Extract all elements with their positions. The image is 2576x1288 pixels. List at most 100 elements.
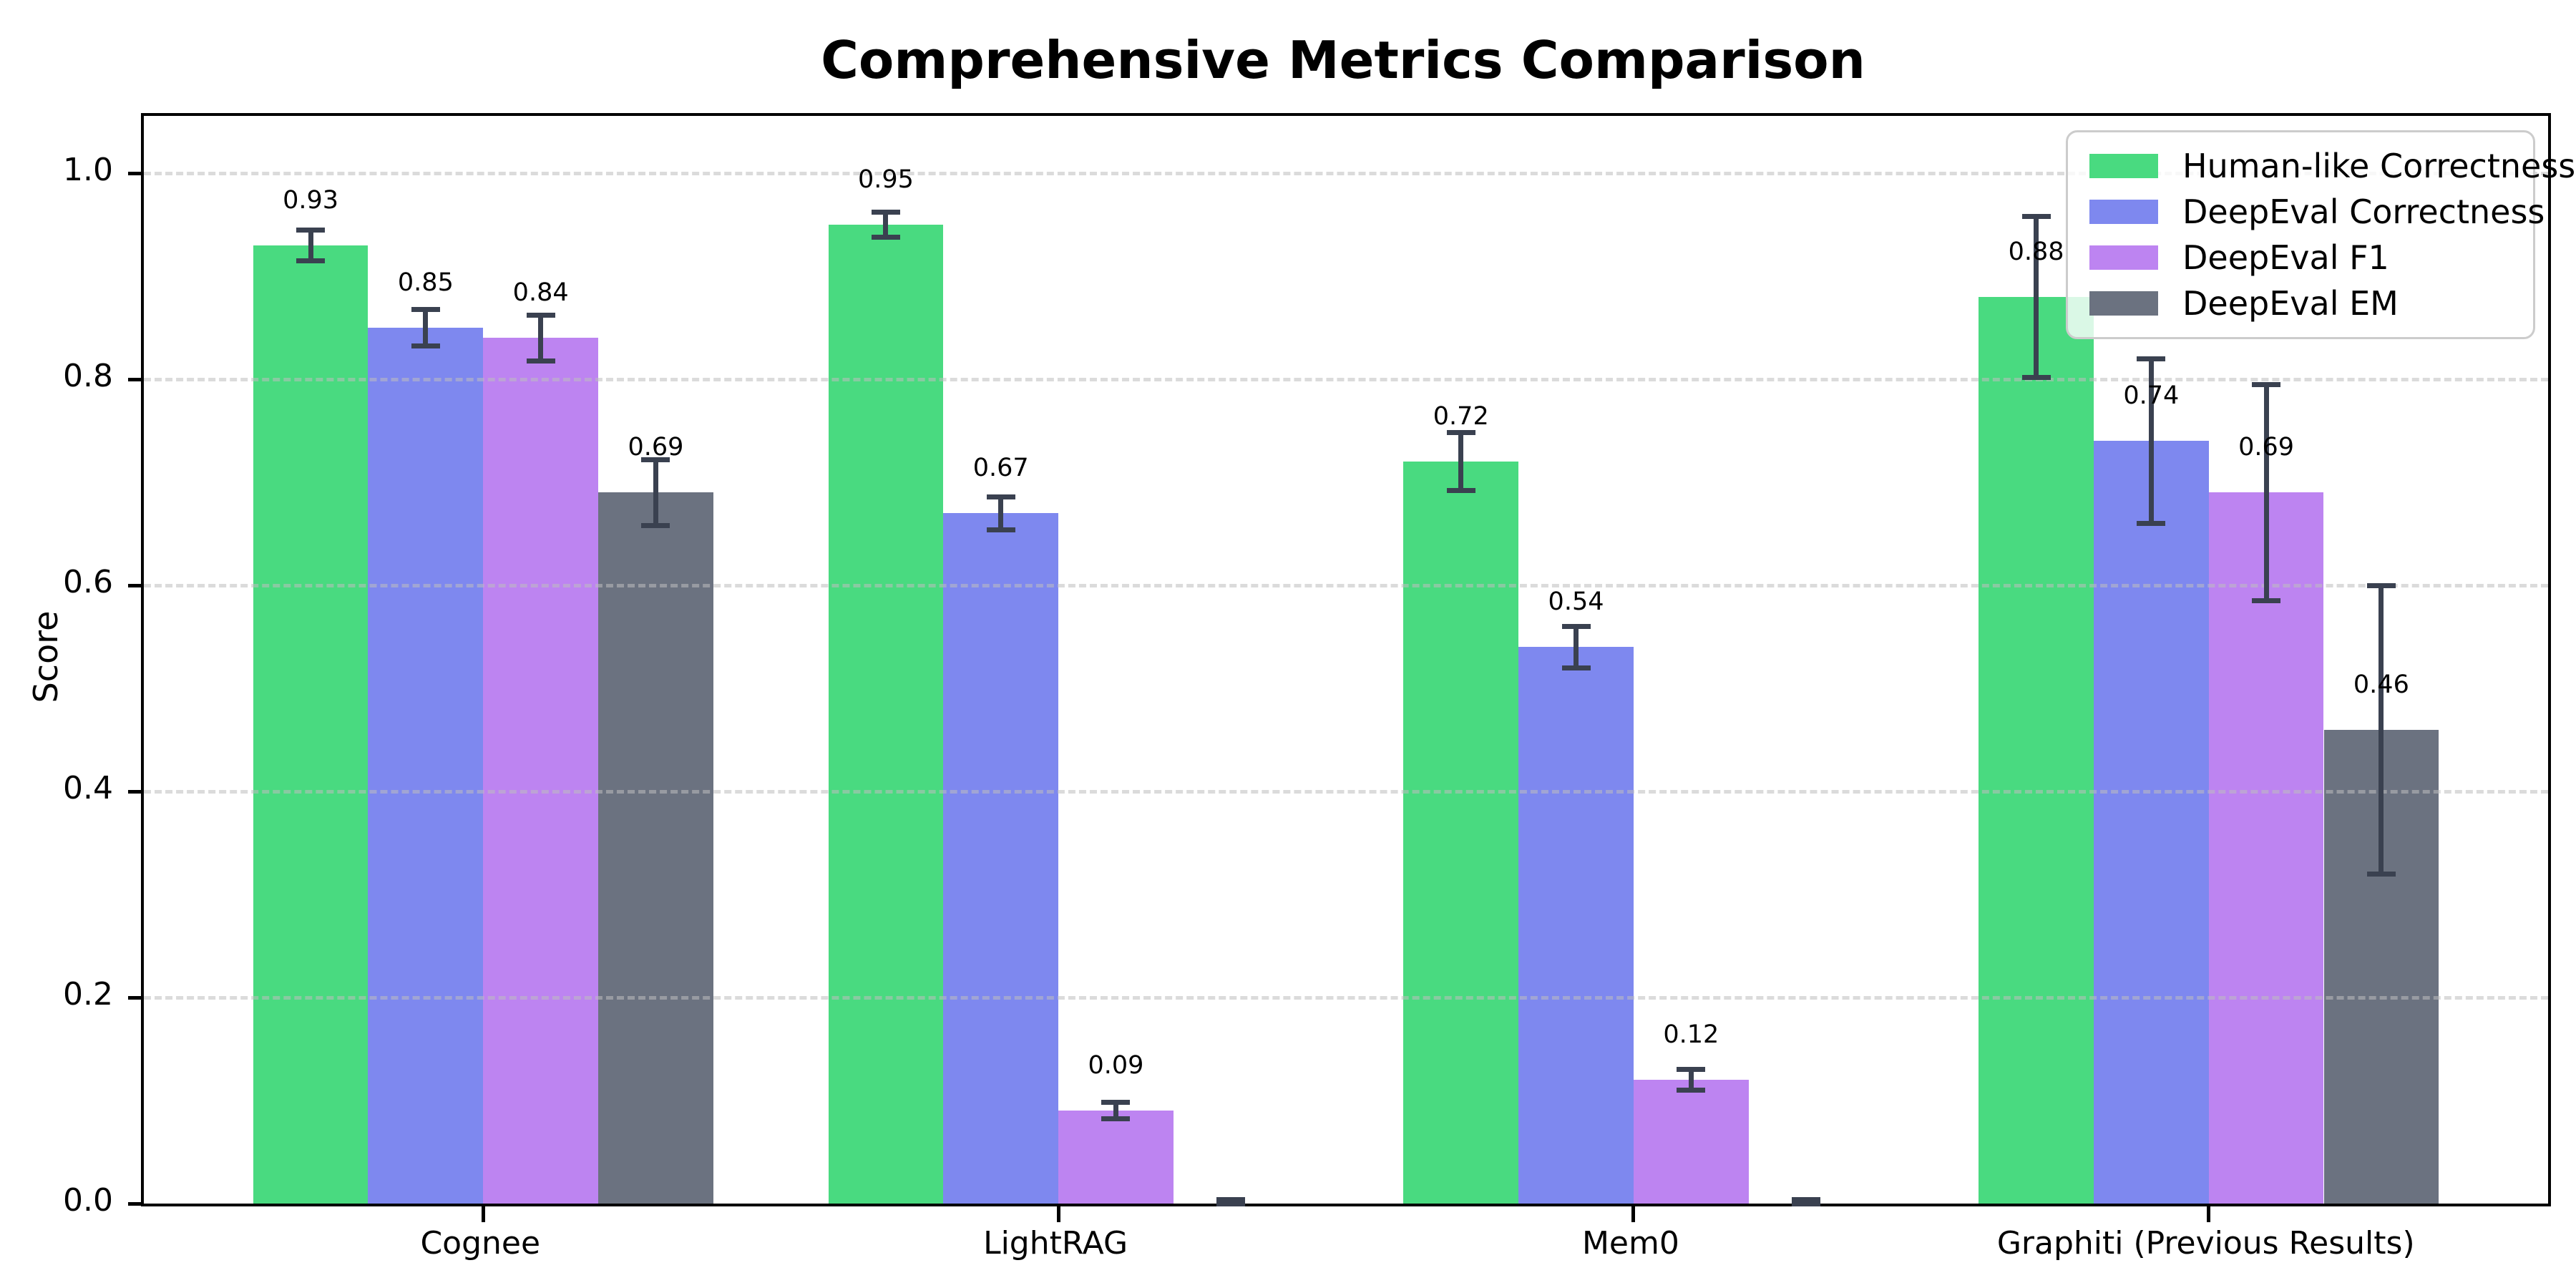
error-bar-cap: [2252, 381, 2281, 387]
legend-label: DeepEval EM: [2182, 284, 2399, 323]
error-bar: [653, 459, 658, 526]
error-bar-cap: [2021, 214, 2051, 220]
x-tick-label-4: Graphiti (Previous Results): [1996, 1225, 2415, 1262]
bar-lightrag-series2: [943, 513, 1059, 1204]
legend-item: DeepEval EM: [2089, 284, 2512, 323]
bar-mem0-series2: [1518, 647, 1634, 1204]
y-axis-label: Score: [26, 610, 65, 703]
error-bar: [2379, 585, 2384, 874]
y-tick-mark: [128, 790, 141, 794]
error-bar-cap: [1101, 1116, 1131, 1122]
bar-cognee-series4: [598, 492, 713, 1204]
legend-swatch-icon: [2089, 291, 2158, 316]
legend-label: DeepEval Correctness: [2182, 192, 2545, 231]
legend-item: DeepEval F1: [2089, 238, 2512, 277]
bar-cognee-series3: [483, 338, 598, 1204]
bar-graphiti-series3: [2208, 492, 2324, 1204]
bar-value-label: 0.09: [1088, 1051, 1144, 1080]
error-bar-cap: [1446, 430, 1475, 436]
error-bar-cap: [411, 343, 440, 349]
legend-item: Human-like Correctness: [2089, 147, 2575, 185]
error-bar-cap: [871, 210, 900, 215]
error-bar: [2034, 216, 2039, 378]
error-bar-cap: [2021, 374, 2051, 380]
x-tick-mark: [481, 1206, 485, 1222]
y-tick-mark: [128, 1202, 141, 1206]
error-bar-cap: [2137, 356, 2166, 361]
bar-value-label: 0.88: [2008, 237, 2064, 266]
y-tick-label: 0.0: [63, 1182, 113, 1219]
y-tick-mark: [128, 378, 141, 382]
error-bar: [308, 230, 313, 261]
error-bar-cap: [986, 527, 1015, 532]
bar-lightrag-series3: [1058, 1111, 1174, 1204]
error-bar-cap: [1101, 1100, 1131, 1106]
y-tick-label: 0.6: [63, 564, 113, 601]
error-bar-cap: [526, 358, 555, 364]
bar-value-label: 0.69: [628, 433, 684, 462]
bar-graphiti-series2: [2093, 441, 2209, 1204]
error-bar-cap: [1561, 665, 1591, 670]
y-tick-label: 0.8: [63, 358, 113, 395]
legend: Human-like Correctness DeepEval Correctne…: [2066, 130, 2575, 339]
bar-value-label: 0.67: [972, 454, 1029, 483]
bar-value-label: 0.12: [1663, 1020, 1719, 1050]
y-tick-mark: [128, 996, 141, 1000]
error-bar-cap: [526, 313, 555, 318]
bar-value-label: 0.93: [283, 185, 339, 215]
error-bar: [883, 212, 889, 238]
legend-swatch-icon: [2089, 245, 2158, 270]
bar-cognee-series1: [253, 245, 369, 1204]
error-bar-cap: [871, 234, 900, 240]
x-tick-mark: [1631, 1206, 1636, 1222]
error-bar-cap: [1216, 1201, 1246, 1206]
y-tick-label: 0.4: [63, 770, 113, 807]
error-bar-cap: [641, 523, 670, 529]
x-tick-label-2: LightRAG: [983, 1225, 1128, 1262]
error-bar-cap: [2137, 521, 2166, 527]
error-bar: [2263, 384, 2269, 601]
bar-value-label: 0.84: [512, 278, 569, 308]
y-tick-mark: [128, 172, 141, 176]
error-bar-cap: [1677, 1067, 1706, 1073]
bar-mem0-series3: [1633, 1080, 1749, 1204]
error-bar: [538, 315, 544, 361]
legend-label: Human-like Correctness: [2182, 147, 2576, 185]
chart-title: Comprehensive Metrics Comparison: [821, 30, 1865, 90]
error-bar: [423, 309, 429, 346]
error-bar-cap: [296, 258, 326, 263]
x-tick-label-1: Cognee: [420, 1225, 541, 1262]
bar-value-label: 0.54: [1548, 587, 1604, 617]
error-bar-cap: [2366, 582, 2396, 588]
bar-graphiti-series1: [1979, 296, 2094, 1204]
error-bar-cap: [986, 494, 1015, 499]
bar-value-label: 0.85: [397, 268, 454, 298]
x-tick-mark: [1056, 1206, 1060, 1222]
error-bar: [1113, 1102, 1118, 1119]
bar-mem0-series1: [1403, 462, 1519, 1204]
error-bar-cap: [2366, 871, 2396, 877]
bar-value-label: 0.46: [2353, 670, 2409, 699]
error-bar: [1574, 626, 1579, 668]
y-tick-mark: [128, 584, 141, 588]
legend-item: DeepEval Correctness: [2089, 192, 2545, 231]
error-bar-cap: [1792, 1201, 1821, 1206]
bar-cognee-series2: [368, 328, 484, 1204]
y-tick-label: 0.2: [63, 976, 113, 1013]
error-bar: [998, 497, 1004, 530]
error-bar-cap: [641, 457, 670, 462]
legend-swatch-icon: [2089, 200, 2158, 224]
error-bar-cap: [1561, 624, 1591, 630]
error-bar-cap: [1792, 1196, 1821, 1202]
bar-value-label: 0.95: [857, 165, 914, 195]
bar-value-label: 0.74: [2123, 381, 2180, 411]
error-bar-cap: [1216, 1196, 1246, 1202]
bar-value-label: 0.69: [2238, 433, 2295, 462]
error-bar-cap: [1446, 488, 1475, 494]
legend-swatch-icon: [2089, 154, 2158, 178]
error-bar-cap: [411, 306, 440, 312]
y-tick-label: 1.0: [63, 152, 113, 189]
x-tick-mark: [2207, 1206, 2211, 1222]
error-bar: [1688, 1069, 1694, 1091]
